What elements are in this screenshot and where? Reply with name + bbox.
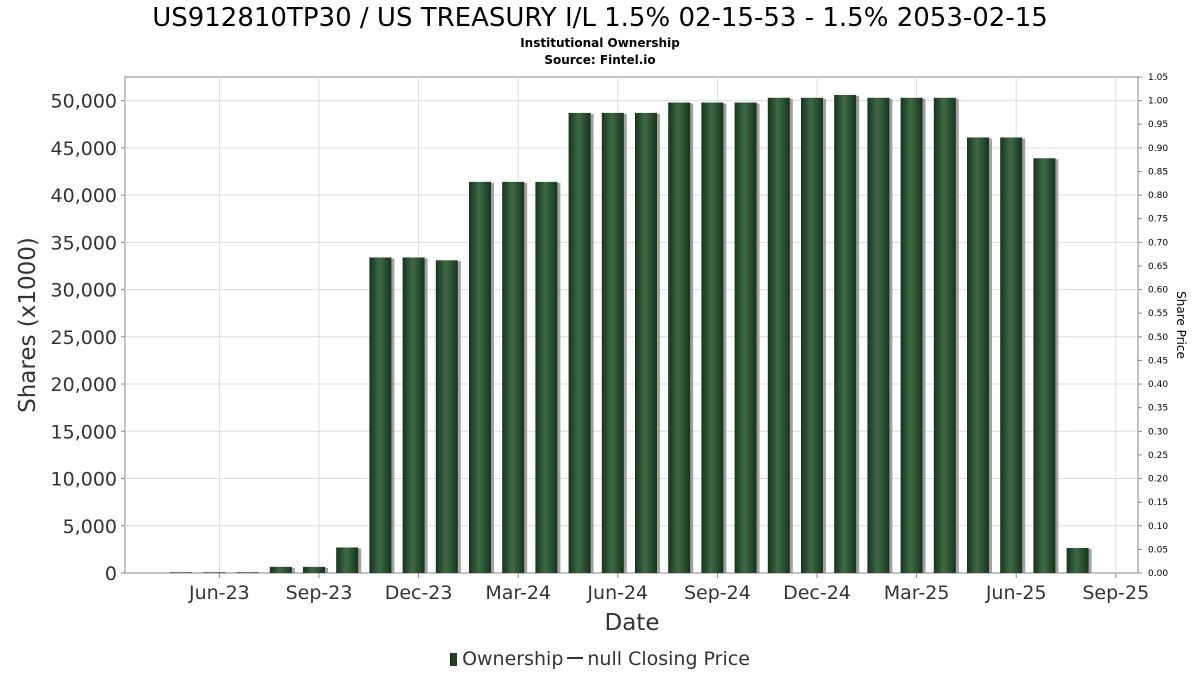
bar xyxy=(635,112,657,574)
bar xyxy=(236,572,259,573)
y2-tick-label: 0.75 xyxy=(1148,215,1168,225)
chart-subtitle: Institutional Ownership xyxy=(520,36,680,50)
bar xyxy=(601,112,624,574)
x-tick-label: Sep-25 xyxy=(1082,582,1149,604)
bar xyxy=(402,257,425,573)
y-axis-right: 0.00 0.05 0.10 0.15 0.20 0.25 0.30 0.35 0.40 0.45… xyxy=(1138,73,1168,579)
y-tick-label: 50,000 xyxy=(51,91,117,113)
y2-tick-label: 0.05 xyxy=(1148,545,1168,555)
y2-tick-label: 0.90 xyxy=(1148,144,1168,154)
bar-series-ownership xyxy=(170,94,1092,574)
bar xyxy=(701,102,724,573)
legend-price-label: null Closing Price xyxy=(587,648,750,670)
bar xyxy=(900,97,923,573)
y2-tick-label: 0.95 xyxy=(1148,120,1168,130)
bar xyxy=(435,260,458,573)
x-axis-title: Date xyxy=(605,610,660,636)
bar xyxy=(203,572,226,573)
y2-tick-label: 0.15 xyxy=(1148,498,1168,508)
chart-title: US912810TP30 / US TREASURY I/L 1.5% 02-1… xyxy=(152,3,1048,33)
y2-tick-label: 1.05 xyxy=(1148,73,1168,83)
y2-tick-label: 0.70 xyxy=(1148,238,1168,248)
bar xyxy=(269,566,292,573)
bar xyxy=(967,137,989,573)
y2-tick-label: 0.40 xyxy=(1148,380,1168,390)
bar xyxy=(933,97,956,573)
bar xyxy=(767,97,790,573)
legend-ownership-label: Ownership xyxy=(462,648,564,670)
bar xyxy=(170,572,193,573)
y-tick-label: 20,000 xyxy=(51,374,117,396)
y2-tick-label: 0.35 xyxy=(1148,404,1168,414)
y2-tick-label: 0.80 xyxy=(1148,191,1168,201)
x-tick-label: Mar-24 xyxy=(485,582,551,604)
x-tick-label: Jun-23 xyxy=(188,582,250,604)
bar xyxy=(834,94,857,574)
y2-tick-label: 0.60 xyxy=(1148,286,1168,296)
x-tick-label: Sep-24 xyxy=(684,582,751,604)
y2-tick-label: 0.85 xyxy=(1148,167,1168,177)
y-tick-label: 35,000 xyxy=(51,232,117,254)
y2-tick-label: 0.50 xyxy=(1148,333,1168,343)
y-axis-left: 0 5,000 10,000 15,000 20,000 25,000 30,000 35,0… xyxy=(51,91,125,585)
bar xyxy=(1000,137,1023,573)
price-legend-swatch xyxy=(567,657,584,659)
y2-tick-label: 0.20 xyxy=(1148,475,1168,485)
bar xyxy=(1066,547,1089,573)
bar xyxy=(469,181,491,573)
y2-tick-label: 0.55 xyxy=(1148,309,1168,319)
x-tick-label: Sep-23 xyxy=(286,582,353,604)
y2-tick-label: 0.30 xyxy=(1148,427,1168,437)
bar xyxy=(568,112,591,574)
bar xyxy=(535,181,558,573)
y2-tick-label: 0.10 xyxy=(1148,522,1168,532)
bar xyxy=(734,102,757,573)
bar xyxy=(303,566,325,573)
y2-axis-title: Share Price xyxy=(1174,291,1188,359)
ownership-legend-swatch xyxy=(450,653,458,666)
bar xyxy=(867,97,890,573)
y-tick-label: 10,000 xyxy=(51,469,117,491)
y2-tick-label: 1.00 xyxy=(1148,97,1168,107)
x-tick-label: Jun-25 xyxy=(985,582,1047,604)
x-tick-label: Dec-24 xyxy=(783,582,851,604)
ownership-chart: 0 5,000 10,000 15,000 20,000 25,000 30,000 35,0… xyxy=(15,73,1188,636)
bar xyxy=(336,547,359,573)
y-tick-label: 25,000 xyxy=(51,327,117,349)
y-tick-label: 30,000 xyxy=(51,280,117,302)
y-tick-label: 0 xyxy=(105,563,117,585)
x-tick-label: Jun-24 xyxy=(586,582,648,604)
y-tick-label: 45,000 xyxy=(51,138,117,160)
y2-tick-label: 0.00 xyxy=(1148,569,1168,579)
chart-source: Source: Fintel.io xyxy=(544,53,656,67)
x-tick-label: Mar-25 xyxy=(884,582,950,604)
y-tick-label: 15,000 xyxy=(51,421,117,443)
x-axis: Jun-23 Sep-23 Dec-23 Mar-24 Jun-24 Sep-24 Dec-… xyxy=(188,573,1149,604)
bar xyxy=(801,97,823,573)
y2-tick-label: 0.45 xyxy=(1148,356,1168,366)
y-tick-label: 40,000 xyxy=(51,185,117,207)
y-axis-title: Shares (x1000) xyxy=(15,237,41,413)
bar xyxy=(502,181,525,573)
legend: Ownership null Closing Price xyxy=(0,646,1200,672)
y2-tick-label: 0.65 xyxy=(1148,262,1168,272)
y-tick-label: 5,000 xyxy=(63,516,117,538)
x-tick-label: Dec-23 xyxy=(385,582,453,604)
bar xyxy=(668,102,691,573)
bar xyxy=(1033,158,1056,574)
bar xyxy=(369,257,392,573)
y2-tick-label: 0.25 xyxy=(1148,451,1168,461)
